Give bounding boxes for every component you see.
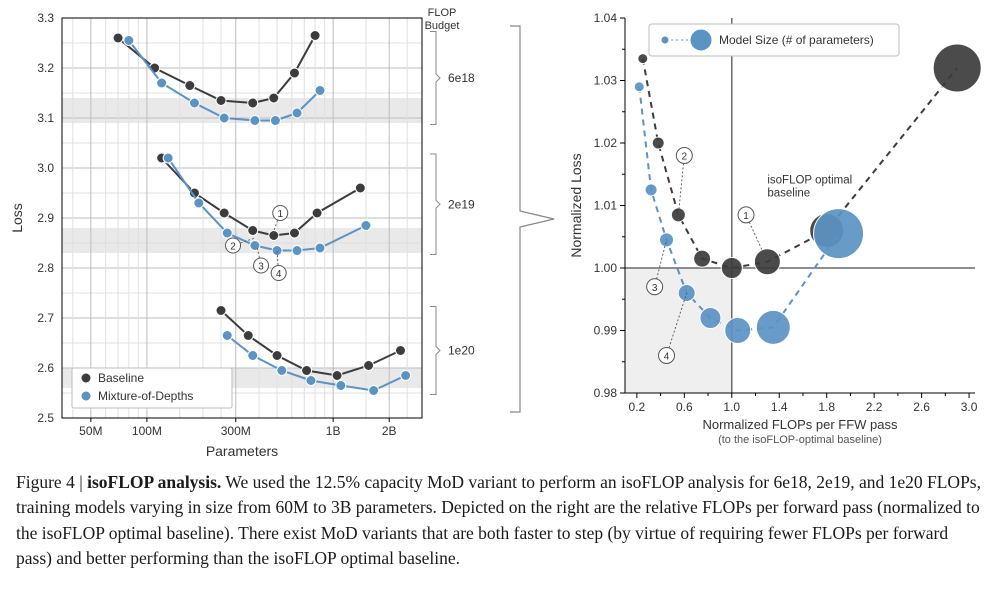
figure-svg: 2.52.62.72.82.93.03.13.23.350M100M300M1B… <box>0 0 1000 460</box>
svg-text:4: 4 <box>664 352 670 363</box>
svg-text:1B: 1B <box>326 424 341 438</box>
svg-text:1.01: 1.01 <box>594 199 618 213</box>
svg-text:0.98: 0.98 <box>594 386 618 400</box>
svg-text:baseline: baseline <box>767 188 810 200</box>
svg-text:6e18: 6e18 <box>448 71 475 85</box>
svg-text:0.2: 0.2 <box>629 400 646 414</box>
caption-sep: | <box>79 472 87 492</box>
svg-text:2.6: 2.6 <box>37 361 54 375</box>
legend-left: Baseline Mixture-of-Depths <box>72 368 232 408</box>
svg-text:FLOP: FLOP <box>428 7 457 19</box>
connector <box>510 26 554 412</box>
svg-text:4: 4 <box>276 269 282 280</box>
svg-text:2: 2 <box>230 242 236 253</box>
charts-area: 2.52.62.72.82.93.03.13.23.350M100M300M1B… <box>0 0 1000 460</box>
svg-text:1: 1 <box>743 211 749 222</box>
svg-text:1.00: 1.00 <box>594 261 618 275</box>
svg-text:3: 3 <box>258 262 264 273</box>
svg-text:50M: 50M <box>79 424 102 438</box>
svg-text:3.2: 3.2 <box>37 61 54 75</box>
svg-text:2.6: 2.6 <box>913 400 930 414</box>
svg-text:Normalized FLOPs per FFW pass: Normalized FLOPs per FFW pass <box>702 417 898 432</box>
svg-text:2.5: 2.5 <box>37 411 54 425</box>
svg-text:2: 2 <box>682 152 688 163</box>
svg-text:1e20: 1e20 <box>448 344 475 358</box>
svg-text:1.8: 1.8 <box>818 400 835 414</box>
svg-text:1.03: 1.03 <box>594 74 618 88</box>
figure-title: isoFLOP analysis. <box>87 472 221 492</box>
left-chart: 2.52.62.72.82.93.03.13.23.350M100M300M1B… <box>9 7 475 459</box>
figure-container: 2.52.62.72.82.93.03.13.23.350M100M300M1B… <box>0 0 1000 604</box>
svg-text:2.7: 2.7 <box>37 311 54 325</box>
svg-text:Parameters: Parameters <box>206 443 278 459</box>
svg-text:Baseline: Baseline <box>98 371 144 385</box>
svg-text:Model Size (# of parameters): Model Size (# of parameters) <box>719 33 874 47</box>
right-chart: 0.2 0.6 1.0 1.4 1.8 2.2 2.6 3.0 0.98 0.99 1.00 1.01… <box>568 11 981 446</box>
svg-text:1.02: 1.02 <box>594 136 618 150</box>
svg-text:2e19: 2e19 <box>448 197 475 211</box>
figure-label: Figure 4 <box>16 472 75 492</box>
svg-text:1: 1 <box>277 209 283 220</box>
svg-text:1.04: 1.04 <box>594 11 618 25</box>
svg-text:1.0: 1.0 <box>723 400 740 414</box>
svg-text:Loss: Loss <box>9 203 25 233</box>
svg-text:1.4: 1.4 <box>771 400 788 414</box>
figure-caption: Figure 4 | isoFLOP analysis. We used the… <box>16 470 984 572</box>
svg-text:isoFLOP optimal: isoFLOP optimal <box>767 175 852 187</box>
svg-text:2.8: 2.8 <box>37 261 54 275</box>
svg-text:3.1: 3.1 <box>37 111 54 125</box>
svg-text:Normalized Loss: Normalized Loss <box>568 153 584 257</box>
svg-text:3: 3 <box>652 283 658 294</box>
svg-text:100M: 100M <box>132 424 162 438</box>
svg-text:Mixture-of-Depths: Mixture-of-Depths <box>98 389 193 403</box>
svg-text:0.99: 0.99 <box>594 324 618 338</box>
svg-text:2.2: 2.2 <box>866 400 883 414</box>
svg-text:Budget: Budget <box>425 20 460 32</box>
svg-text:3.0: 3.0 <box>37 161 54 175</box>
svg-text:3.0: 3.0 <box>961 400 978 414</box>
svg-text:300M: 300M <box>221 424 251 438</box>
svg-text:(to the isoFLOP-optimal baseli: (to the isoFLOP-optimal baseline) <box>718 434 882 446</box>
legend-right: Model Size (# of parameters) <box>649 24 899 56</box>
svg-text:2B: 2B <box>382 424 397 438</box>
svg-text:0.6: 0.6 <box>676 400 693 414</box>
svg-text:3.3: 3.3 <box>37 11 54 25</box>
svg-text:2.9: 2.9 <box>37 211 54 225</box>
